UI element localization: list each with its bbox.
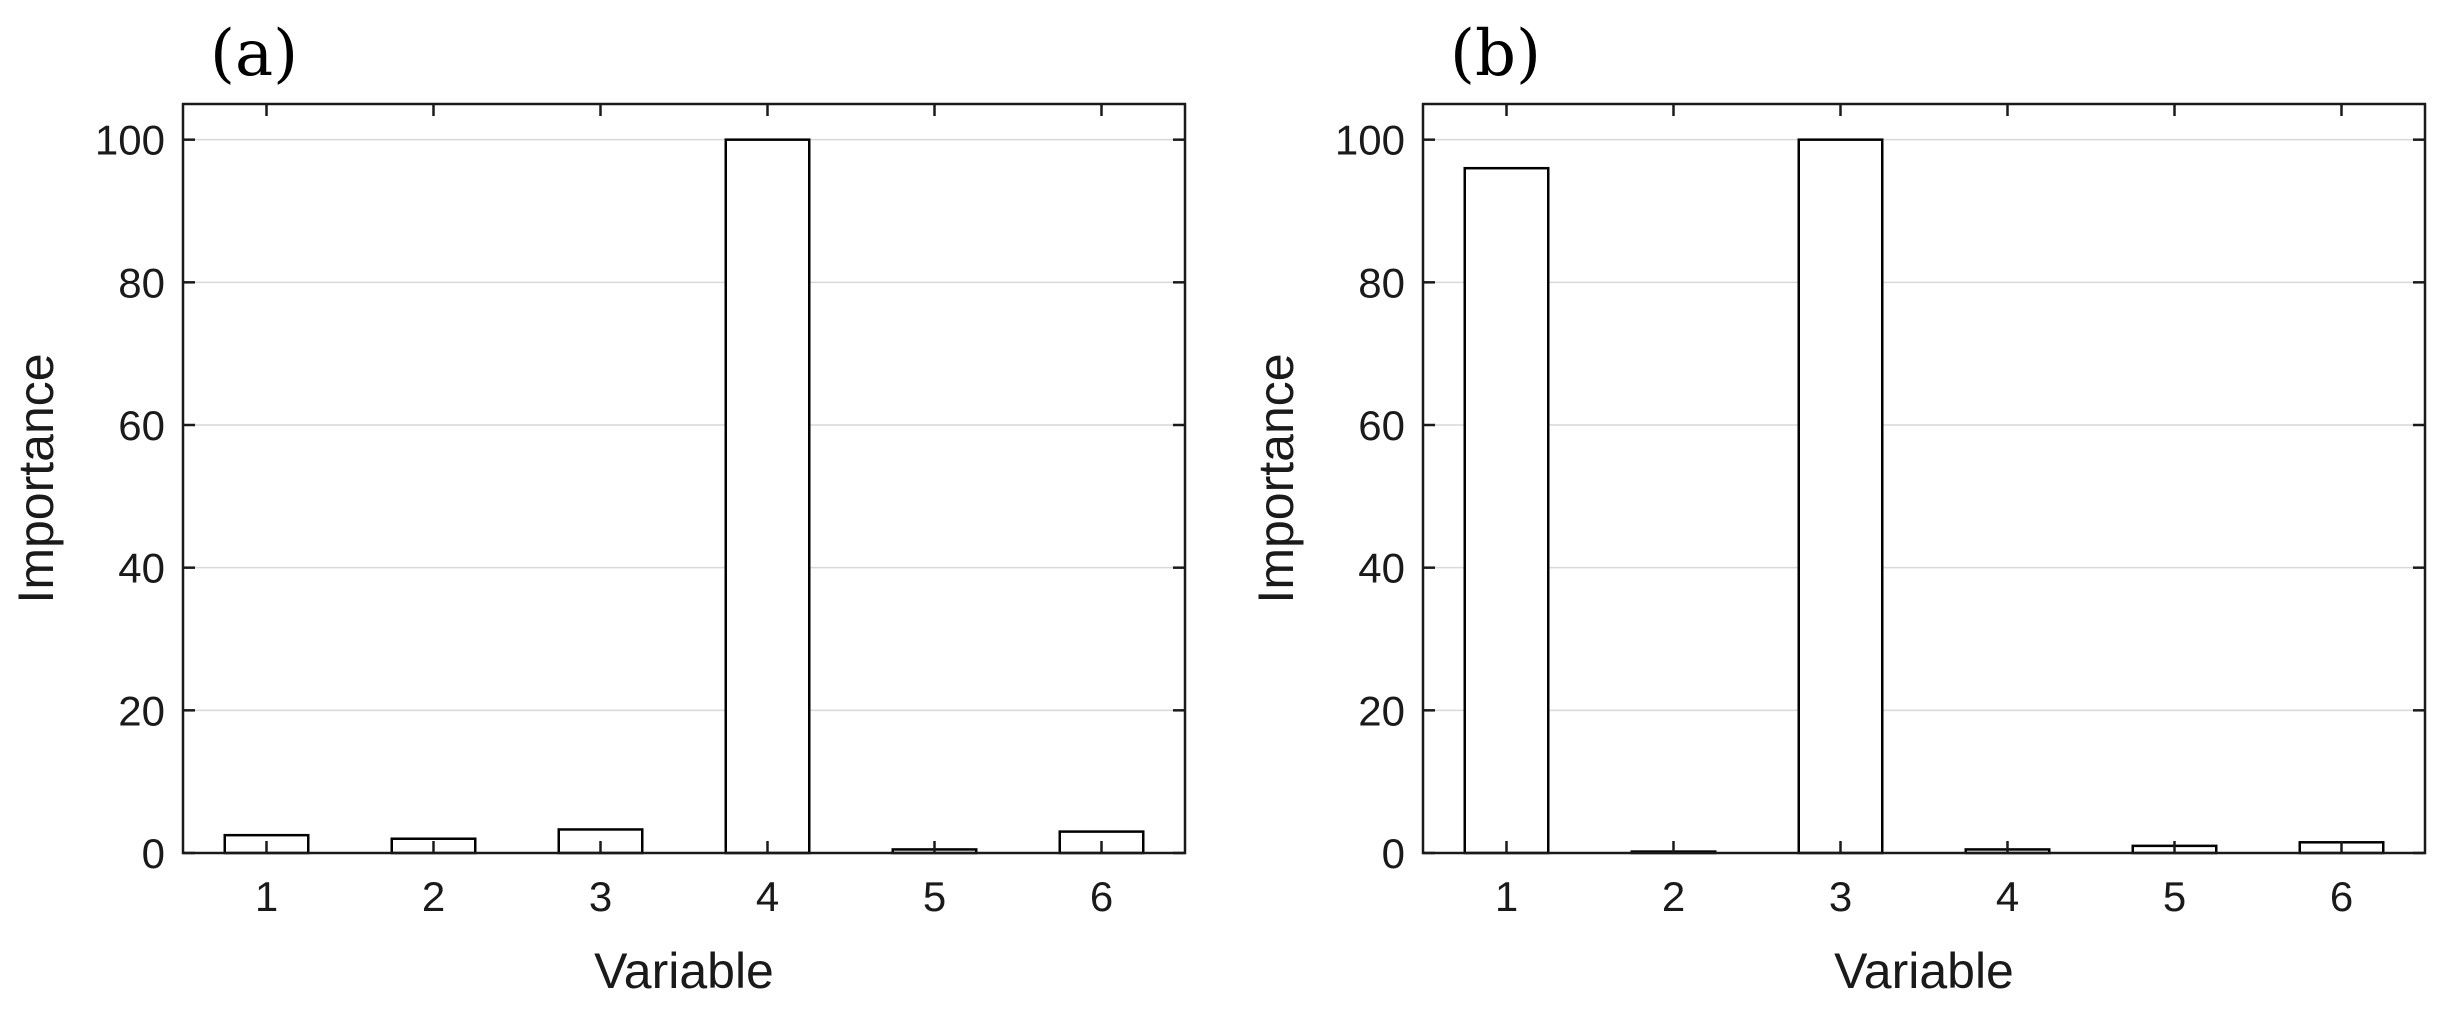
y-tick-label: 60 (1358, 402, 1405, 449)
y-axis-label: Importance (1248, 353, 1304, 603)
y-tick-label: 20 (1358, 687, 1405, 734)
y-tick-label: 0 (142, 830, 165, 877)
chart-panel-a: (a) 0 20 40 60 80 100 1 2 3 4 5 6 Variable Importance (8, 17, 1187, 999)
y-tick-label: 40 (1358, 545, 1405, 592)
y-tick-label: 80 (1358, 259, 1405, 306)
x-tick-label: 1 (1495, 873, 1518, 920)
y-tick-label: 0 (1382, 830, 1405, 877)
bar-4 (724, 138, 811, 855)
plot-frame (1421, 102, 2427, 855)
y-tick-label: 100 (1335, 117, 1405, 164)
y-tick-label: 40 (118, 545, 165, 592)
x-axis-label: Variable (594, 943, 774, 999)
y-tick-label: 60 (118, 402, 165, 449)
y-axis-label: Importance (8, 353, 64, 603)
x-tick-label: 3 (589, 873, 612, 920)
x-tick-label: 4 (756, 873, 779, 920)
panel-label: (b) (1450, 17, 1541, 91)
panel-label: (a) (210, 17, 298, 91)
x-tick-label: 2 (1662, 873, 1685, 920)
x-tick-label: 5 (2163, 873, 2186, 920)
bar-3 (1797, 138, 1884, 855)
x-tick-label: 3 (1829, 873, 1852, 920)
x-tick-label: 6 (1090, 873, 1113, 920)
y-tick-label: 20 (118, 687, 165, 734)
x-tick-label: 4 (1996, 873, 2019, 920)
x-tick-label: 5 (923, 873, 946, 920)
x-tick-label: 1 (255, 873, 278, 920)
plot-frame (181, 102, 1187, 855)
chart-panel-b: (b) 0 20 40 60 80 100 1 2 3 4 5 6 Variable Importance (1248, 17, 2427, 999)
x-tick-label: 2 (422, 873, 445, 920)
y-tick-label: 100 (95, 117, 165, 164)
bar-1 (1463, 166, 1550, 855)
y-tick-label: 80 (118, 259, 165, 306)
x-axis-label: Variable (1834, 943, 2014, 999)
x-tick-label: 6 (2330, 873, 2353, 920)
